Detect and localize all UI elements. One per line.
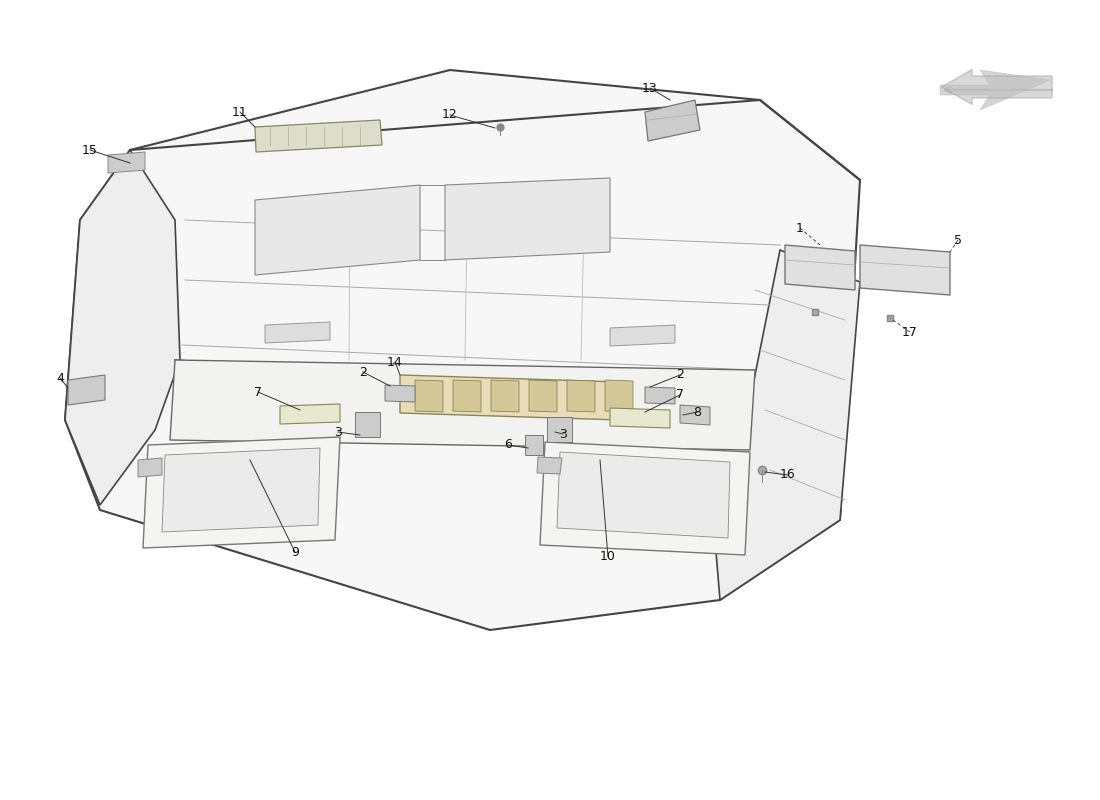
Polygon shape [68,375,104,405]
Polygon shape [785,245,855,290]
Text: 11: 11 [232,106,248,118]
Text: 14: 14 [387,355,403,369]
Bar [547,417,572,442]
Polygon shape [108,152,145,173]
Text: 13: 13 [642,82,658,94]
Text: 16: 16 [780,469,796,482]
Polygon shape [265,322,330,343]
Polygon shape [537,457,562,474]
Text: 8: 8 [693,406,701,418]
FancyArrow shape [942,70,1052,105]
Polygon shape [610,325,675,346]
Text: 7: 7 [254,386,262,398]
Polygon shape [65,70,860,630]
Text: 6: 6 [504,438,512,451]
Polygon shape [605,380,632,412]
Bar [525,435,543,455]
Polygon shape [680,405,710,425]
Polygon shape [529,380,557,412]
Polygon shape [566,380,595,412]
Polygon shape [143,437,340,548]
Polygon shape [453,380,481,412]
Text: a passion parts since 1985: a passion parts since 1985 [352,438,688,462]
Polygon shape [385,385,415,402]
Polygon shape [415,380,443,412]
Polygon shape [255,120,382,152]
Polygon shape [255,185,420,275]
Text: 9: 9 [292,546,299,558]
Text: 12: 12 [442,109,458,122]
Text: 10: 10 [601,550,616,563]
Text: europarts: europarts [212,326,827,434]
Polygon shape [557,452,730,538]
Text: 15: 15 [82,143,98,157]
Text: 17: 17 [902,326,917,338]
Polygon shape [645,387,675,404]
Polygon shape [138,458,162,477]
Polygon shape [860,245,950,295]
Text: 3: 3 [334,426,342,438]
Polygon shape [446,178,611,260]
Text: 3: 3 [559,427,566,441]
Polygon shape [280,404,340,424]
Text: 7: 7 [676,389,684,402]
Polygon shape [491,380,519,412]
Text: 5: 5 [954,234,962,246]
Polygon shape [710,250,860,600]
Polygon shape [610,408,670,428]
Polygon shape [170,360,755,450]
Text: 4: 4 [56,371,64,385]
Bar [355,412,380,437]
Polygon shape [645,100,700,141]
Text: 1: 1 [796,222,804,234]
Polygon shape [162,448,320,532]
Text: 2: 2 [676,369,684,382]
Polygon shape [400,375,620,420]
Text: 2: 2 [359,366,367,378]
Polygon shape [540,442,750,555]
Polygon shape [940,70,1050,110]
Polygon shape [65,150,180,505]
